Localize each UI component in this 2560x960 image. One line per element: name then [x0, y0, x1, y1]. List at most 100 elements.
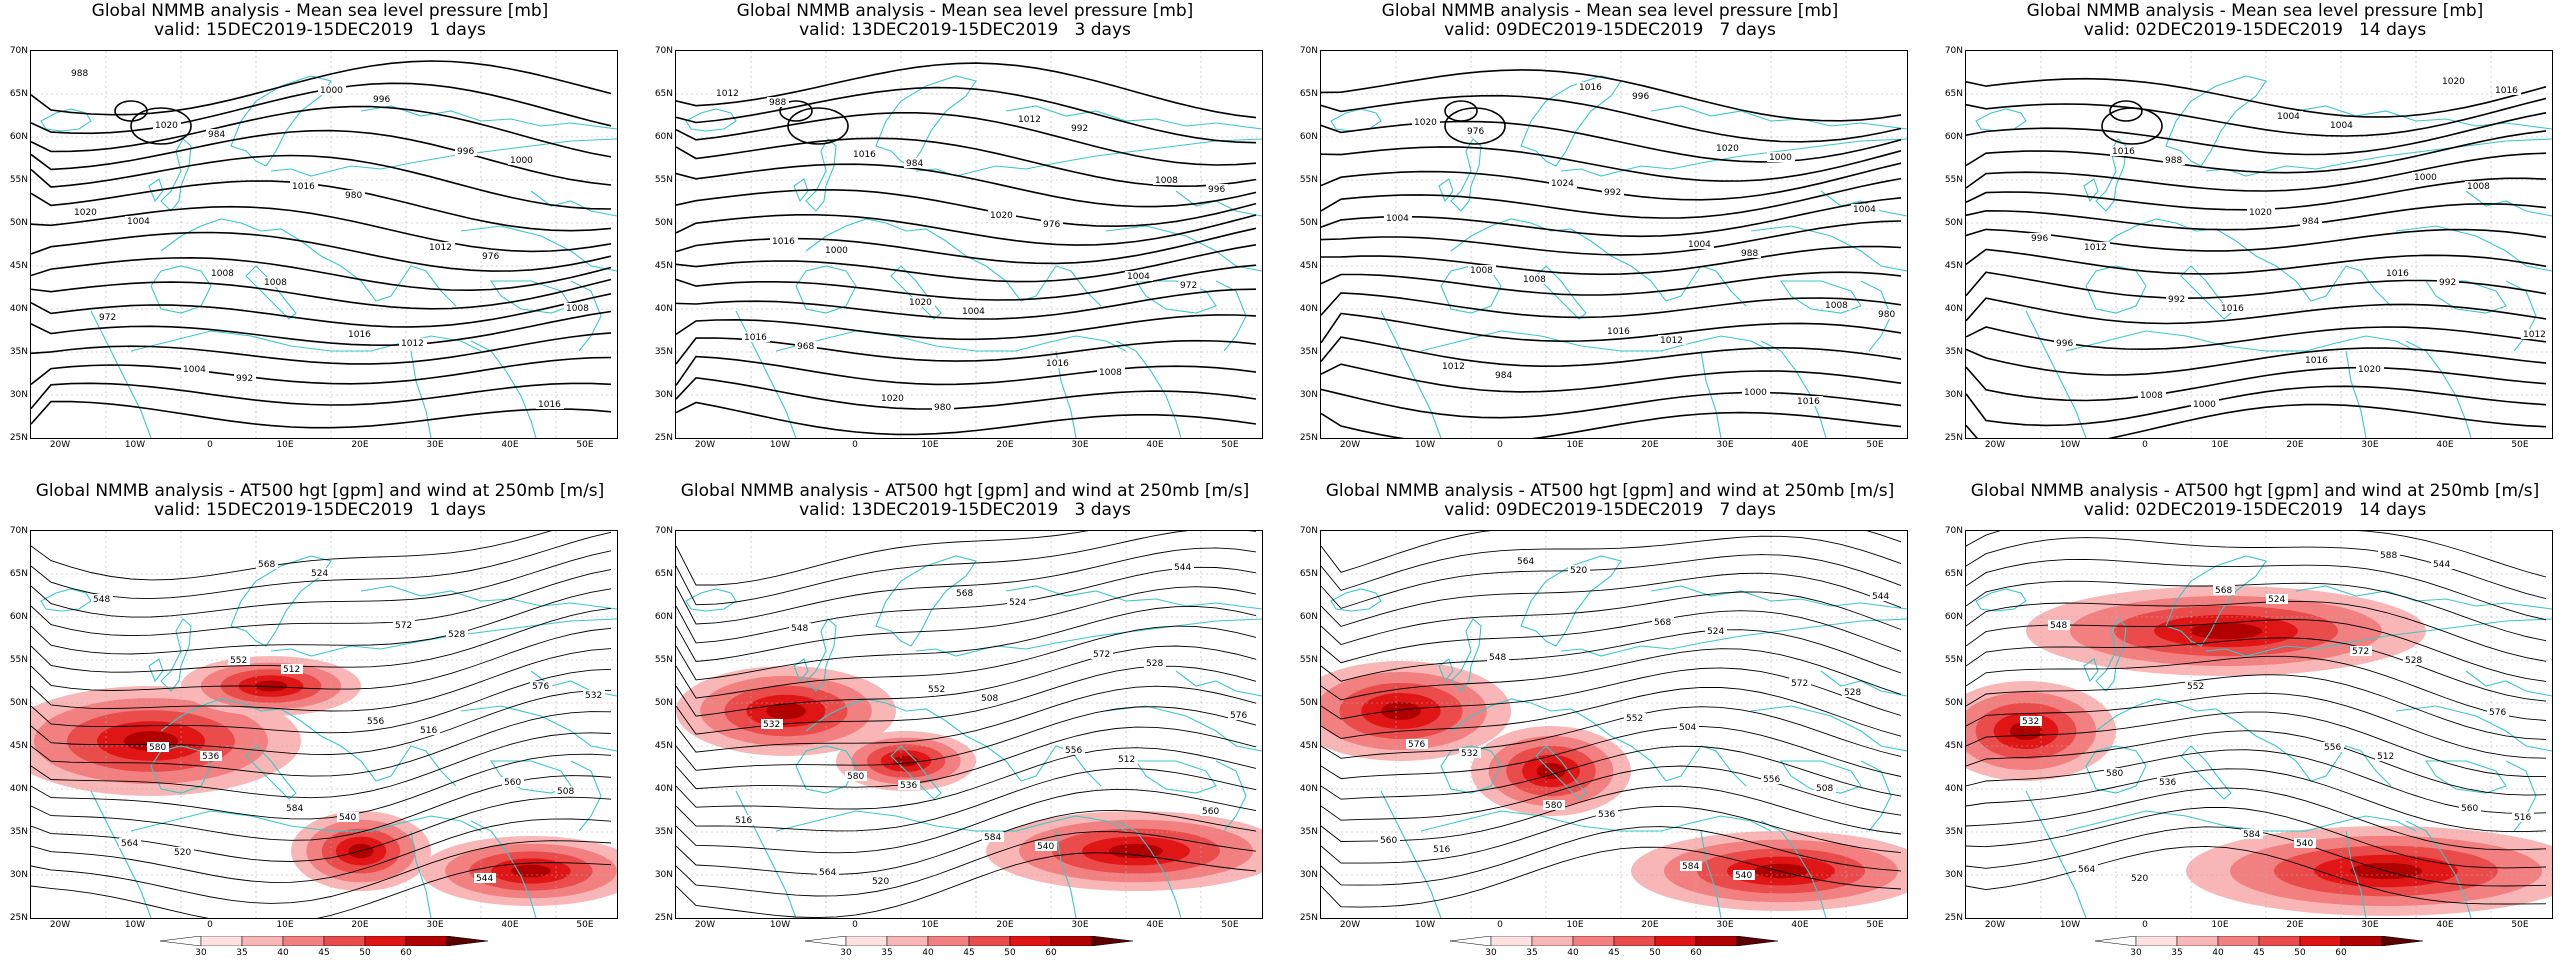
- contour-label-bg: [2350, 646, 2372, 656]
- contour-label: 1008: [566, 304, 589, 314]
- latitude-label: 40N: [654, 304, 673, 314]
- contour-label: 540: [1037, 842, 1054, 852]
- colorbar-swatch: [2299, 936, 2342, 946]
- contour-line: [31, 382, 612, 410]
- contour-line: [31, 129, 612, 186]
- contour-label: 528: [1146, 659, 1163, 669]
- contour-line: [1321, 686, 1902, 739]
- contour-label-bg: [1543, 800, 1565, 810]
- longitude-label: 50E: [576, 440, 594, 450]
- contour-label: 532: [585, 691, 602, 701]
- longitude-label: 30E: [1071, 920, 1089, 930]
- colorbar-swatch: [2176, 936, 2219, 946]
- contour-label: 1008: [211, 269, 234, 279]
- contour-label: 1004: [1688, 240, 1711, 250]
- contour-label: 980: [1878, 310, 1895, 320]
- contour-label-bg: [932, 402, 954, 412]
- contour-label-bg: [1521, 274, 1549, 284]
- map-svg: 988 984 980 976 972 992 996 1000 1004 1008 1012 101…: [31, 51, 617, 438]
- latitude-label: 55N: [9, 655, 28, 665]
- contour-label: 996: [2056, 339, 2073, 349]
- contour-label: 1012: [2084, 243, 2107, 253]
- coastline: [1175, 670, 1262, 697]
- contour-label-bg: [1677, 722, 1699, 732]
- contour-label-bg: [954, 588, 976, 598]
- contour-label: 1008: [1523, 275, 1546, 285]
- contour-line: [31, 732, 612, 799]
- contour-line: [31, 105, 612, 158]
- contour-label: 536: [202, 752, 219, 762]
- contour-label-bg: [879, 393, 907, 403]
- contour-label-bg: [795, 341, 817, 351]
- coastline: [530, 190, 617, 217]
- contour-line: [1321, 846, 1902, 908]
- contour-label-bg: [228, 655, 250, 665]
- longitude-label: 50E: [2511, 920, 2529, 930]
- longitude-label: 20W: [694, 920, 716, 930]
- contour-label: 984: [1495, 371, 1512, 381]
- contour-line: [1321, 785, 1902, 842]
- contour-label-bg: [789, 623, 811, 633]
- z500-map-panel: Global NMMB analysis - AT500 hgt [gpm] a…: [1935, 480, 2560, 960]
- contour-label: 1016: [1579, 83, 1602, 93]
- coastline: [1438, 178, 1454, 203]
- contour-label: 1000: [2414, 173, 2437, 183]
- contour-label-bg: [1789, 678, 1811, 688]
- colorbar-swatch: [1531, 936, 1574, 946]
- contour-label-bg: [1007, 597, 1029, 607]
- contour-label-bg: [281, 664, 303, 674]
- coastline: [793, 178, 809, 203]
- coastline: [1820, 190, 1907, 217]
- contour-label-bg: [427, 242, 455, 252]
- contour-label: 972: [99, 313, 116, 323]
- contour-label: 540: [2296, 839, 2313, 849]
- low-pressure-contour: [2101, 107, 2163, 145]
- longitude-label: 0: [852, 440, 858, 450]
- longitude-label: 10W: [124, 440, 146, 450]
- map-area: 988 984 992 996 1000 1004 1008 1012 1016 1020 1016…: [1965, 50, 2553, 439]
- latitude-label: 45N: [654, 741, 673, 751]
- contour-label: 1000: [320, 86, 343, 96]
- contour-label: 544: [1174, 563, 1191, 573]
- contour-label: 1012: [401, 339, 424, 349]
- contour-label-bg: [1206, 184, 1228, 194]
- contour-label-bg: [2378, 550, 2400, 560]
- contour-label-bg: [256, 559, 278, 569]
- contour-line: [1321, 363, 1902, 393]
- contour-label-bg: [1097, 367, 1125, 377]
- contour-label: 552: [2187, 682, 2204, 692]
- colorbar-swatch: [886, 936, 929, 946]
- colorbar: [160, 936, 488, 946]
- contour-label: 576: [1230, 711, 1247, 721]
- contour-label-bg: [926, 684, 948, 694]
- contour-label: 572: [395, 621, 412, 631]
- contour-label-bg: [870, 876, 892, 886]
- contour-label: 976: [1043, 220, 1060, 230]
- panel-title: Global NMMB analysis - AT500 hgt [gpm] a…: [1325, 481, 1895, 501]
- latitude-label: 35N: [1944, 347, 1963, 357]
- contour-label-bg: [1153, 175, 1181, 185]
- contour-label-bg: [2054, 338, 2076, 348]
- contour-label: 548: [2050, 621, 2067, 631]
- mslp-map-panel: Global NMMB analysis - Mean sea level pr…: [1290, 0, 1930, 480]
- contour-label-bg: [2048, 620, 2070, 630]
- contour-label-bg: [2512, 812, 2534, 822]
- contour-label-bg: [714, 88, 742, 98]
- low-pressure-contour: [114, 100, 148, 122]
- contour-label: 1000: [1744, 388, 1767, 398]
- contour-label-bg: [446, 629, 468, 639]
- map-svg: 512 516 508 520 524 528 532 536 540 544 548 552 556 5…: [31, 531, 617, 918]
- latitude-label: 50N: [9, 218, 28, 228]
- contour-label-bg: [845, 771, 867, 781]
- contour-line: [676, 288, 1257, 320]
- contour-line: [1321, 765, 1902, 821]
- colorbar-swatch: [282, 936, 325, 946]
- contour-label-bg: [1016, 114, 1044, 124]
- coastline: [2085, 265, 2147, 314]
- coastline: [1115, 340, 1182, 438]
- colorbar-label: 30: [195, 948, 207, 958]
- longitude-label: 40E: [1791, 440, 1809, 450]
- coastline: [1860, 760, 1892, 832]
- mslp-map-panel: Global NMMB analysis - Mean sea level pr…: [645, 0, 1285, 480]
- latitude-label: 45N: [1944, 741, 1963, 751]
